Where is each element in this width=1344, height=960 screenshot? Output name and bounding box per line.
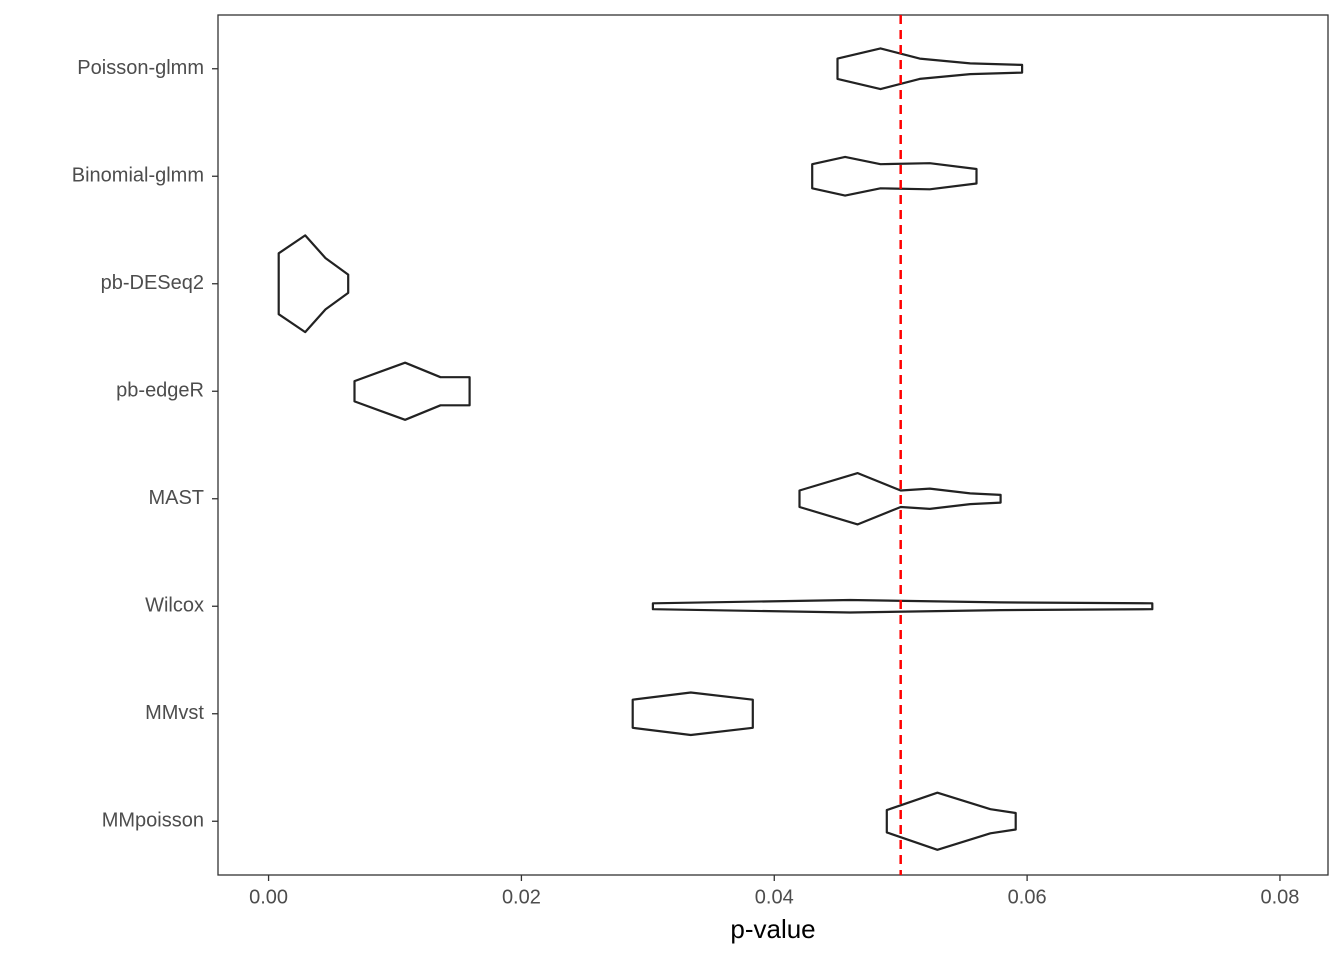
violin: [885, 791, 1017, 851]
panel-border: [217, 14, 1329, 876]
x-axis-title: p-value: [730, 914, 815, 944]
y-tick-label: pb-edgeR: [116, 380, 204, 402]
x-tick-label: 0.00: [249, 886, 288, 908]
x-tick-label: 0.04: [755, 886, 794, 908]
y-tick-label: Wilcox: [145, 595, 204, 617]
x-tick-label: 0.06: [1008, 886, 1047, 908]
violin: [631, 691, 754, 737]
y-tick-label: MMvst: [145, 702, 204, 724]
y-tick-label: Poisson-glmm: [77, 57, 204, 79]
violin: [836, 47, 1024, 91]
violin: [811, 155, 978, 197]
violin: [798, 472, 1002, 526]
x-tick-label: 0.02: [502, 886, 541, 908]
y-tick-label: MMpoisson: [102, 810, 204, 832]
violin: [651, 598, 1154, 614]
violin: [353, 361, 471, 421]
x-tick-label: 0.08: [1260, 886, 1299, 908]
y-tick-label: pb-DESeq2: [101, 272, 204, 294]
y-tick-label: Binomial-glmm: [72, 165, 204, 187]
violin: [277, 234, 350, 334]
y-tick-label: MAST: [148, 487, 204, 509]
